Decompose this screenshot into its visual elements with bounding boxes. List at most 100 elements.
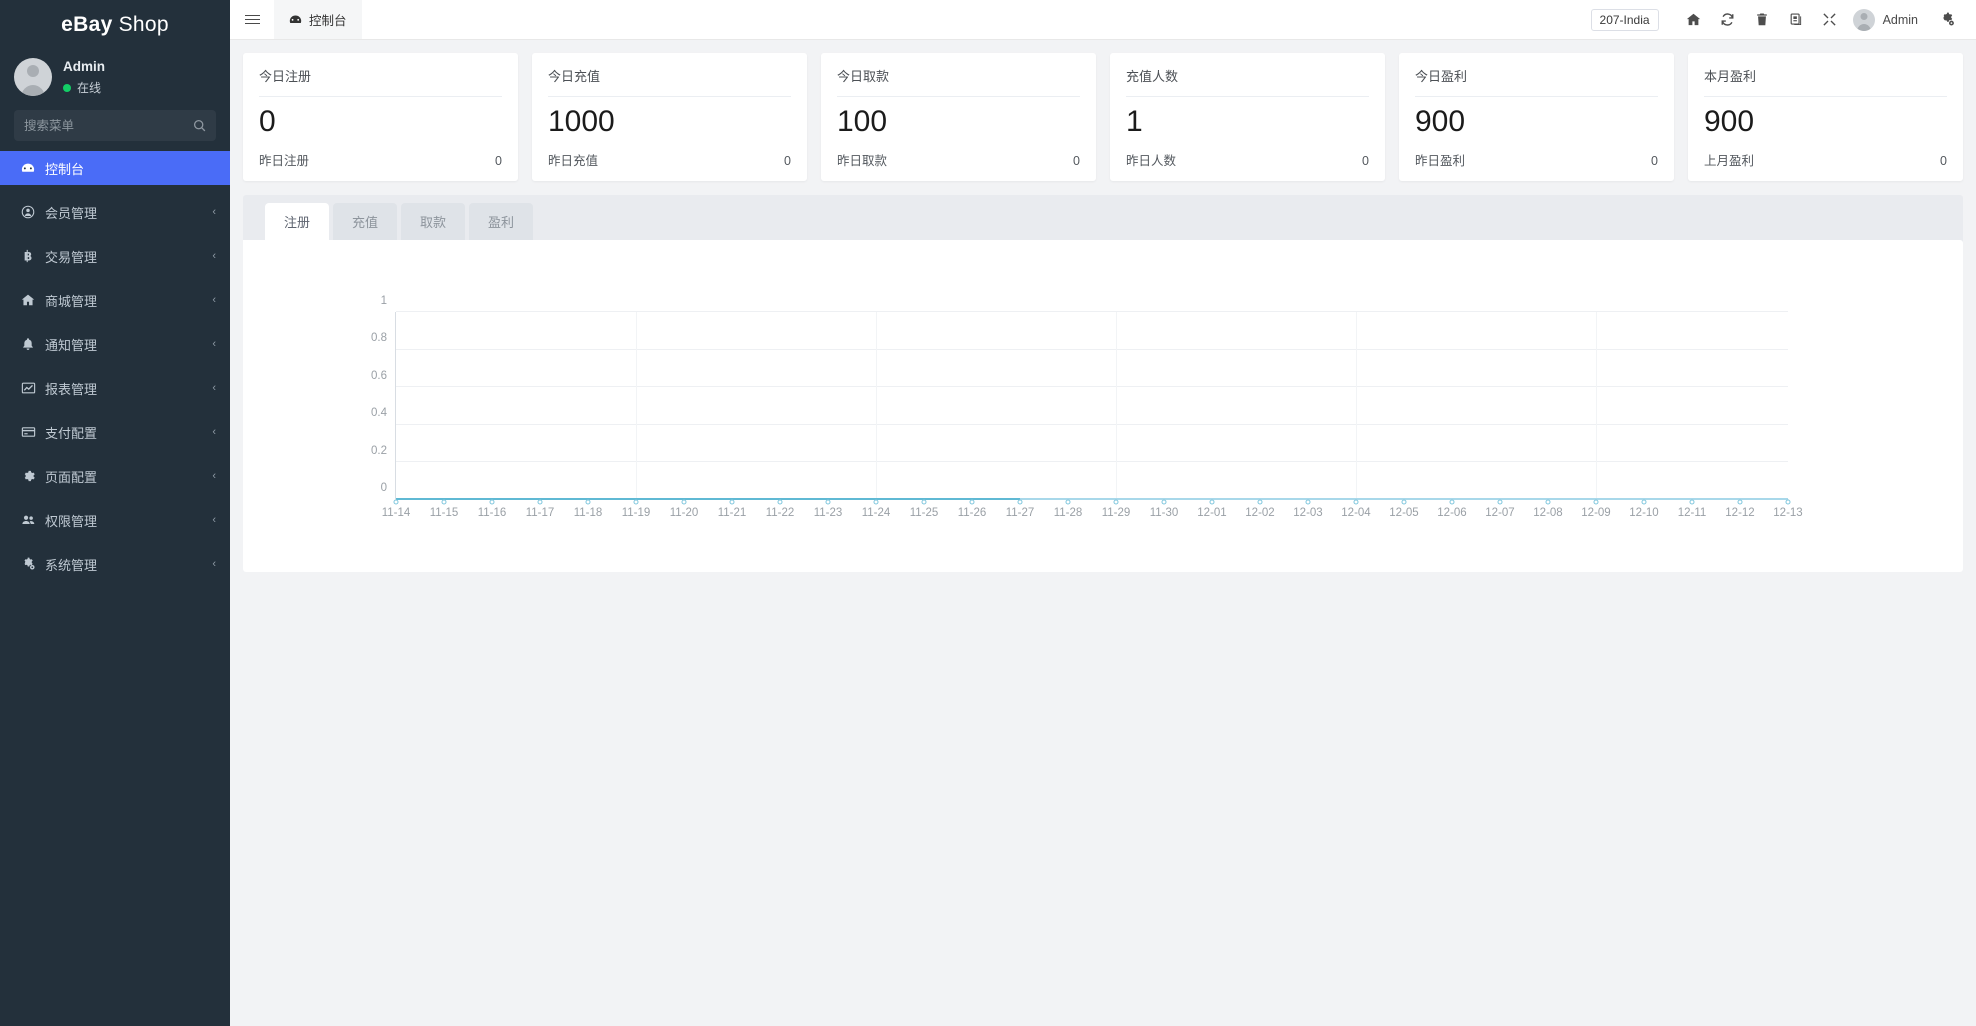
sidebar-item-notifications[interactable]: 通知管理 ‹ <box>0 327 230 361</box>
brand-name-bold: eBay <box>61 13 113 36</box>
brand-logo[interactable]: eBay Shop <box>0 0 230 50</box>
divider <box>548 96 791 97</box>
sidebar-item-mall[interactable]: 商城管理 ‹ <box>0 283 230 317</box>
sidebar-item-label: 商城管理 <box>45 293 98 309</box>
topbar-username: Admin <box>1882 12 1918 27</box>
topbar-actions: 207-India <box>1590 0 1976 40</box>
gridline-vertical <box>1116 312 1117 500</box>
home-icon[interactable] <box>1677 0 1711 40</box>
x-axis-tick-label: 12-06 <box>1437 507 1467 520</box>
tab-withdraw[interactable]: 取款 <box>401 203 466 241</box>
chart-data-point[interactable] <box>825 499 831 505</box>
divider <box>1126 96 1369 97</box>
search-icon[interactable] <box>193 119 206 132</box>
sidebar-item-page-config[interactable]: 页面配置 ‹ <box>0 459 230 493</box>
topbar-tabs: 控制台 <box>274 0 362 39</box>
card-foot-value: 0 <box>1940 154 1947 169</box>
country-badge[interactable]: 207-India <box>1590 8 1659 31</box>
card-footer: 昨日人数 0 <box>1126 150 1369 169</box>
chart-data-point[interactable] <box>1785 499 1791 505</box>
chart-data-point[interactable] <box>1353 499 1359 505</box>
chart-data-point[interactable] <box>1161 499 1167 505</box>
chart-data-point[interactable] <box>1641 499 1647 505</box>
y-axis-tick-label: 0.2 <box>371 444 387 457</box>
tab-profit[interactable]: 盈利 <box>469 203 534 241</box>
chart-data-point[interactable] <box>1401 499 1407 505</box>
topbar-user[interactable]: Admin <box>1847 8 1930 31</box>
search-input[interactable] <box>24 118 193 133</box>
chart-data-point[interactable] <box>681 499 687 505</box>
stat-card-today-withdraw: 今日取款 100 昨日取款 0 <box>821 53 1096 182</box>
chart-data-point[interactable] <box>1305 499 1311 505</box>
chart-series-line <box>396 498 1020 501</box>
sidebar-item-reports[interactable]: 报表管理 ‹ <box>0 371 230 405</box>
tab-register[interactable]: 注册 <box>265 203 330 241</box>
sidebar-item-members[interactable]: 会员管理 ‹ <box>0 195 230 229</box>
sidebar-item-transactions[interactable]: B 交易管理 ‹ <box>0 239 230 273</box>
chevron-left-icon: ‹ <box>212 425 216 438</box>
card-footer: 昨日注册 0 <box>259 150 502 169</box>
x-axis-tick-label: 12-08 <box>1533 507 1563 520</box>
gridline <box>396 311 1788 313</box>
chart-data-point[interactable] <box>441 499 447 505</box>
chart-data-point[interactable] <box>1017 499 1023 505</box>
sidebar-item-label: 会员管理 <box>45 205 98 221</box>
profile-name: Admin <box>63 59 105 75</box>
x-axis-tick-label: 11-27 <box>1005 507 1035 520</box>
refresh-icon[interactable] <box>1711 0 1745 40</box>
chart-data-point[interactable] <box>1065 499 1071 505</box>
chart-data-point[interactable] <box>1113 499 1119 505</box>
sidebar-item-payment-config[interactable]: 支付配置 ‹ <box>0 415 230 449</box>
brand-name-rest: Shop <box>118 13 169 36</box>
chart-data-point[interactable] <box>873 499 879 505</box>
x-axis-tick-label: 11-25 <box>909 507 939 520</box>
fullscreen-icon[interactable] <box>1813 0 1847 40</box>
x-axis-tick-label: 12-09 <box>1581 507 1611 520</box>
chevron-left-icon: ‹ <box>212 205 216 218</box>
chart-data-point[interactable] <box>1545 499 1551 505</box>
card-title: 今日取款 <box>837 69 890 84</box>
x-axis-tick-label: 11-19 <box>621 507 651 520</box>
sidebar-item-system[interactable]: 系统管理 ‹ <box>0 547 230 581</box>
chart-panel: 注册 充值 取款 盈利 0 0.2 0.4 0.6 0.8 1 11-14 11-15 11-1… <box>243 195 1963 573</box>
chart-data-point[interactable] <box>1257 499 1263 505</box>
chart-data-point[interactable] <box>1737 499 1743 505</box>
chart-data-point[interactable] <box>969 499 975 505</box>
chart-data-point[interactable] <box>1689 499 1695 505</box>
chart-data-point[interactable] <box>1449 499 1455 505</box>
sidebar-profile[interactable]: Admin 在线 <box>0 50 230 106</box>
chevron-left-icon: ‹ <box>212 337 216 350</box>
tab-deposit[interactable]: 充值 <box>333 203 398 241</box>
avatar <box>1852 8 1875 31</box>
chart-data-point[interactable] <box>393 499 399 505</box>
chart-data-point[interactable] <box>633 499 639 505</box>
chart-data-point[interactable] <box>777 499 783 505</box>
bitcoin-icon: B <box>20 249 36 263</box>
card-value: 100 <box>837 105 888 138</box>
chart-data-point[interactable] <box>1593 499 1599 505</box>
sidebar-item-label: 报表管理 <box>45 381 98 397</box>
chart-data-point[interactable] <box>585 499 591 505</box>
sidebar-item-permissions[interactable]: 权限管理 ‹ <box>0 503 230 537</box>
profile-status: 在线 <box>63 80 105 96</box>
chart-data-point[interactable] <box>1209 499 1215 505</box>
chart-data-point[interactable] <box>729 499 735 505</box>
gridline-vertical <box>1356 312 1357 500</box>
search-box[interactable] <box>14 110 216 141</box>
divider <box>837 96 1080 97</box>
chart-data-point[interactable] <box>1497 499 1503 505</box>
clipboard-icon[interactable] <box>1779 0 1813 40</box>
sidebar-item-dashboard[interactable]: 控制台 <box>0 151 230 185</box>
chart-data-point[interactable] <box>489 499 495 505</box>
hamburger-icon[interactable] <box>230 0 274 39</box>
x-axis-tick-label: 11-23 <box>813 507 843 520</box>
line-chart: 0 0.2 0.4 0.6 0.8 1 11-14 11-15 11-16 11-17 11-18 1… <box>243 240 1963 572</box>
chart-data-point[interactable] <box>537 499 543 505</box>
trash-icon[interactable] <box>1745 0 1779 40</box>
gears-icon[interactable] <box>1930 0 1964 40</box>
topbar-tab-dashboard[interactable]: 控制台 <box>274 0 362 39</box>
dashboard-icon <box>289 13 302 26</box>
chart-data-point[interactable] <box>921 499 927 505</box>
chart-card: 0 0.2 0.4 0.6 0.8 1 11-14 11-15 11-16 11-17 11-18 1… <box>243 240 1963 573</box>
